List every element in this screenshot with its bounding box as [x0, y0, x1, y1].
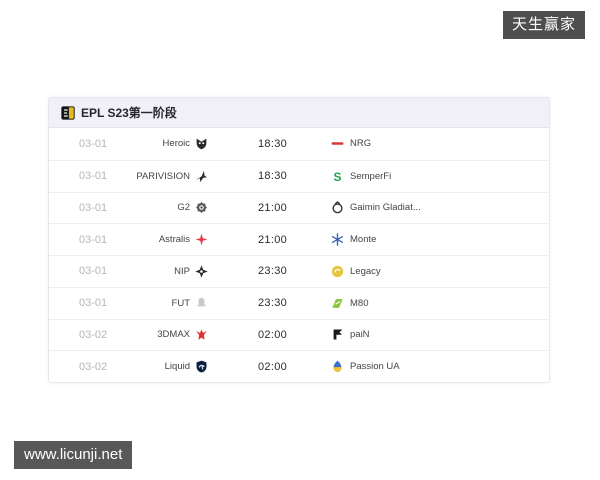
match-time: 18:30 [258, 137, 288, 150]
match-row[interactable]: 03-01 FUT 23:30 M80 [49, 286, 549, 319]
monte-logo-icon [331, 233, 344, 246]
team1-cell: Liquid [124, 360, 208, 373]
team2-cell: Monte [328, 233, 549, 246]
match-date: 03-01 [79, 201, 108, 214]
watermark-badge: www.licunji.net [14, 441, 133, 469]
match-time: 23:30 [258, 297, 288, 310]
match-time: 21:00 [258, 233, 288, 246]
team2-name: paiN [350, 329, 370, 341]
team1-name: Astralis [158, 234, 190, 246]
team2-name: Monte [350, 234, 377, 246]
match-time: 18:30 [258, 170, 288, 183]
match-row[interactable]: 03-01 PARIVISION 18:30 S SemperFi [49, 159, 549, 192]
match-row[interactable]: 03-01 NIP 23:30 Legacy [49, 255, 549, 287]
team2-cell: S SemperFi [328, 170, 549, 183]
team1-cell: FUT [124, 297, 208, 310]
match-date: 03-01 [79, 265, 108, 278]
parivision-logo-icon [195, 170, 208, 183]
match-list: 03-01 Heroic 18:30 NRG 03-01 PARIVISION … [49, 128, 549, 382]
card-header: EPL S23第一阶段 [49, 98, 549, 128]
epl-league-logo-icon [61, 105, 75, 120]
semperfi-logo-icon: S [331, 170, 344, 183]
team1-name: PARIVISION [136, 170, 190, 182]
team1-name: FUT [171, 297, 190, 309]
match-row[interactable]: 03-01 Heroic 18:30 NRG [49, 128, 549, 160]
passion-ua-logo-icon [331, 360, 344, 373]
team2-cell: Gaimin Gladiat... [328, 201, 549, 214]
team2-name: SemperFi [350, 170, 392, 182]
team1-cell: G2 [124, 201, 208, 214]
nip-logo-icon [195, 265, 208, 278]
match-row[interactable]: 03-02 Liquid 02:00 Passion UA [49, 350, 549, 382]
team2-cell: Passion UA [328, 360, 549, 373]
match-date: 03-01 [79, 233, 108, 246]
astralis-logo-icon [195, 233, 208, 246]
match-date: 03-01 [79, 170, 108, 183]
match-row[interactable]: 03-01 Astralis 21:00 Monte [49, 223, 549, 255]
team2-name: Gaimin Gladiat... [350, 202, 421, 214]
team2-cell: paiN [328, 328, 549, 341]
match-schedule-card: EPL S23第一阶段 03-01 Heroic 18:30 NRG 03-01… [48, 97, 550, 383]
team1-cell: 3DMAX [124, 328, 208, 341]
match-time: 02:00 [258, 360, 288, 373]
match-time: 02:00 [258, 328, 288, 341]
3dmax-logo-icon [195, 328, 208, 341]
team1-cell: NIP [124, 265, 208, 278]
fut-logo-icon [195, 297, 208, 310]
team1-name: 3DMAX [157, 329, 190, 341]
team2-name: NRG [350, 138, 372, 150]
team2-name: Legacy [350, 265, 381, 277]
team1-cell: Astralis [124, 233, 208, 246]
card-title: EPL S23第一阶段 [81, 106, 177, 120]
legacy-logo-icon [331, 265, 344, 278]
team2-name: M80 [350, 297, 369, 309]
svg-text:S: S [334, 170, 342, 183]
team1-name: Heroic [162, 138, 190, 150]
team2-cell: NRG [328, 137, 549, 150]
match-time: 23:30 [258, 265, 288, 278]
match-date: 03-01 [79, 137, 108, 150]
team2-cell: M80 [328, 297, 549, 310]
liquid-logo-icon [195, 360, 208, 373]
gaimin-logo-icon [331, 201, 344, 214]
team1-name: G2 [177, 202, 190, 214]
top-right-badge: 天生赢家 [502, 11, 585, 39]
nrg-logo-icon [331, 137, 344, 150]
match-date: 03-01 [79, 297, 108, 310]
g2-logo-icon [195, 201, 208, 214]
match-date: 03-02 [79, 328, 108, 341]
m80-logo-icon [331, 297, 344, 310]
team1-cell: Heroic [124, 137, 208, 150]
team1-cell: PARIVISION [124, 170, 208, 183]
pain-logo-icon [331, 328, 344, 341]
team2-name: Passion UA [350, 361, 400, 373]
heroic-logo-icon [195, 137, 208, 150]
team2-cell: Legacy [328, 265, 549, 278]
team1-name: Liquid [164, 361, 190, 373]
match-time: 21:00 [258, 201, 288, 214]
match-row[interactable]: 03-01 G2 21:00 Gaimin Gladiat... [49, 191, 549, 224]
match-date: 03-02 [79, 360, 108, 373]
match-row[interactable]: 03-02 3DMAX 02:00 paiN [49, 318, 549, 351]
team1-name: NIP [174, 265, 190, 277]
